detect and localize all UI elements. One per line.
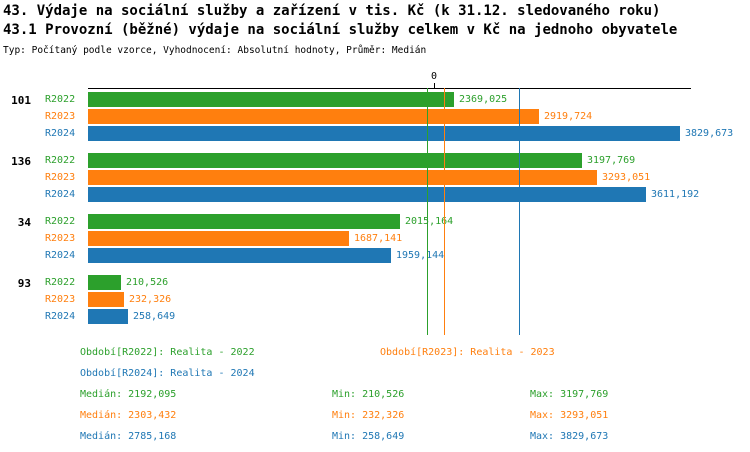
value-label-r2022-101: 2369,025 — [459, 94, 508, 105]
series-row-label-r2023: R2023 — [45, 172, 76, 183]
bar-r2022-136 — [88, 153, 582, 168]
bar-r2024-136 — [88, 187, 646, 202]
stat-max-r2022: Max: 3197,769 — [530, 389, 609, 400]
series-row-label-r2024: R2024 — [45, 128, 76, 139]
bar-r2024-93 — [88, 309, 128, 324]
value-label-r2023-93: 232,326 — [129, 294, 172, 305]
stat-min-r2024: Min: 258,649 — [332, 431, 405, 442]
stat-min-r2023: Min: 232,326 — [332, 410, 405, 421]
stat-median-r2023: Medián: 2303,432 — [80, 410, 177, 421]
series-row-label-r2022: R2022 — [45, 155, 76, 166]
stat-median-r2024: Medián: 2785,168 — [80, 431, 177, 442]
series-row-label-r2024: R2024 — [45, 250, 76, 261]
value-label-r2023-101: 2919,724 — [544, 111, 593, 122]
category-label-101: 101 — [11, 94, 31, 107]
legend-item-r2023: Období[R2023]: Realita - 2023 — [380, 347, 555, 358]
bar-r2023-101 — [88, 109, 539, 124]
bar-r2023-136 — [88, 170, 597, 185]
series-row-label-r2022: R2022 — [45, 94, 76, 105]
bar-r2022-101 — [88, 92, 454, 107]
value-label-r2022-136: 3197,769 — [587, 155, 636, 166]
stat-min-r2022: Min: 210,526 — [332, 389, 405, 400]
legend-item-r2022: Období[R2022]: Realita - 2022 — [80, 347, 255, 358]
stat-max-r2023: Max: 3293,051 — [530, 410, 609, 421]
value-label-r2024-34: 1959,144 — [396, 250, 445, 261]
axis-top-line — [88, 88, 691, 89]
bar-r2023-93 — [88, 292, 124, 307]
series-row-label-r2024: R2024 — [45, 311, 76, 322]
value-label-r2023-34: 1687,141 — [354, 233, 403, 244]
value-label-r2024-101: 3829,673 — [685, 128, 734, 139]
series-row-label-r2024: R2024 — [45, 189, 76, 200]
stat-max-r2024: Max: 3829,673 — [530, 431, 609, 442]
category-label-93: 93 — [17, 277, 31, 290]
median-line-r2022 — [427, 88, 428, 335]
series-row-label-r2022: R2022 — [45, 277, 76, 288]
bar-r2022-93 — [88, 275, 121, 290]
chart-title-line1: 43. Výdaje na sociální služby a zařízení… — [3, 3, 661, 19]
bar-r2024-101 — [88, 126, 680, 141]
chart-title-line2: 43.1 Provozní (běžné) výdaje na sociální… — [3, 22, 678, 38]
bar-r2023-34 — [88, 231, 349, 246]
value-label-r2022-93: 210,526 — [126, 277, 169, 288]
legend-item-r2024: Období[R2024]: Realita - 2024 — [80, 368, 255, 379]
series-row-label-r2023: R2023 — [45, 111, 76, 122]
median-line-r2023 — [444, 88, 445, 335]
category-label-136: 136 — [11, 155, 31, 168]
series-row-label-r2022: R2022 — [45, 216, 76, 227]
chart-note: Typ: Počítaný podle vzorce, Vyhodnocení:… — [3, 45, 427, 56]
bar-r2024-34 — [88, 248, 391, 263]
axis-tick — [434, 83, 435, 88]
series-row-label-r2023: R2023 — [45, 233, 76, 244]
axis-zero-label: 0 — [430, 71, 438, 82]
median-line-r2024 — [519, 88, 520, 335]
series-row-label-r2023: R2023 — [45, 294, 76, 305]
value-label-r2022-34: 2015,164 — [405, 216, 454, 227]
value-label-r2024-136: 3611,192 — [651, 189, 700, 200]
category-label-34: 34 — [17, 216, 31, 229]
value-label-r2024-93: 258,649 — [133, 311, 176, 322]
value-label-r2023-136: 3293,051 — [602, 172, 651, 183]
bar-r2022-34 — [88, 214, 400, 229]
stat-median-r2022: Medián: 2192,095 — [80, 389, 177, 400]
